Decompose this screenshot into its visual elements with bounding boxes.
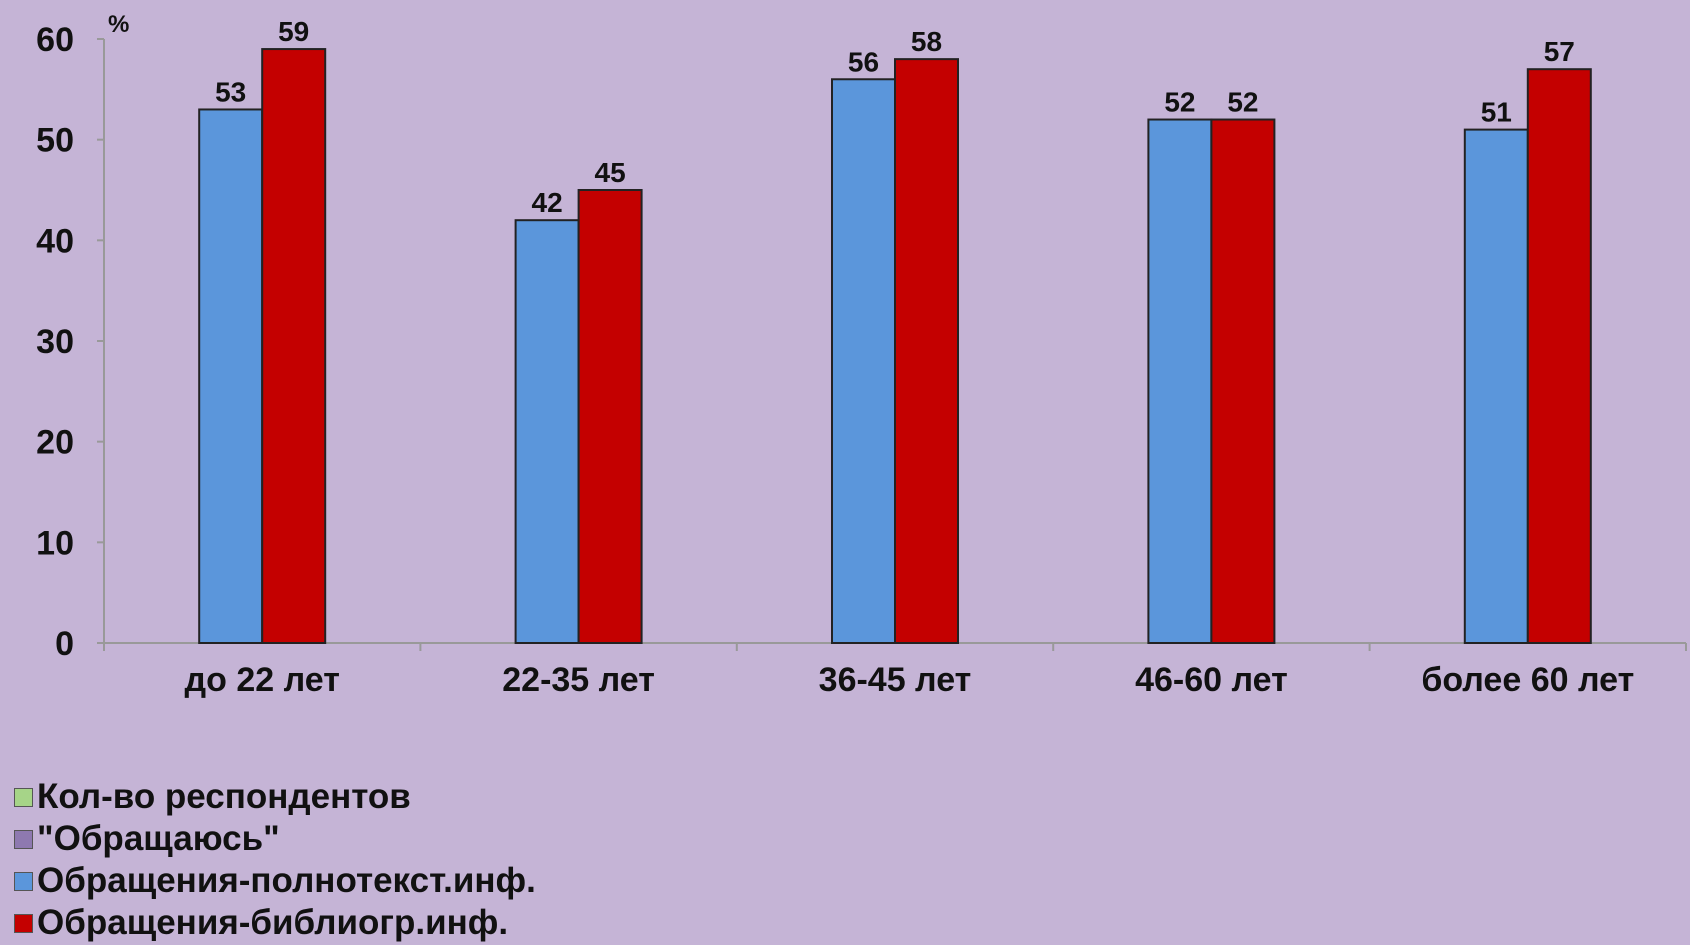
bar-value-label: 53: [215, 76, 246, 107]
y-tick-label: 10: [36, 524, 74, 562]
y-axis: 0 10 20 30 40 50 60: [36, 21, 105, 663]
bar: [894, 58, 959, 644]
x-category-label: 36-45 лет: [819, 661, 972, 699]
data-labels: 53 59 42 45 56 58 52 52 51 57: [215, 16, 1575, 218]
bar-value-label: 52: [1227, 87, 1258, 118]
legend: Кол-во респондентов "Обращаюсь" Обращения-…: [14, 776, 536, 944]
bar-value-label: 58: [911, 26, 942, 57]
legend-swatch: [14, 871, 33, 891]
bar-value-label: 51: [1481, 97, 1512, 128]
y-tick-label: 30: [36, 323, 74, 361]
bar: [198, 108, 264, 644]
bar-value-label: 52: [1164, 87, 1195, 118]
legend-label: Обращения-библиогр.инф.: [37, 903, 509, 942]
bar: [831, 78, 896, 645]
bar: [1463, 128, 1529, 645]
bar: [1210, 118, 1276, 645]
legend-label: "Обращаюсь": [37, 819, 280, 858]
bars: [198, 48, 1592, 645]
legend-item: "Обращаюсь": [14, 818, 536, 860]
legend-label: Кол-во респондентов: [37, 777, 411, 816]
x-axis: до 22 лет 22-35 лет 36-45 лет 46-60 лет боле…: [103, 642, 1687, 699]
legend-label: Обращения-полнотекст.инф.: [37, 861, 536, 900]
bar: [261, 48, 327, 645]
x-category-label: более 60 лет: [1421, 661, 1634, 699]
legend-item: Кол-во респондентов: [14, 776, 536, 818]
bar-value-label: 57: [1544, 36, 1575, 67]
legend-item: Обращения-полнотекст.инф.: [14, 860, 536, 902]
bar-value-label: 42: [532, 187, 563, 218]
y-axis-unit-label: %: [108, 11, 129, 38]
y-tick-label: 60: [36, 21, 74, 59]
bar: [577, 189, 643, 644]
bar-chart: 0 10 20 30 40 50 60 до 22 лет 22-35 лет 36-45 ле…: [36, 11, 1687, 699]
bar: [1526, 68, 1592, 644]
x-category-label: до 22 лет: [185, 661, 340, 699]
legend-swatch: [14, 829, 33, 849]
x-category-label: 46-60 лет: [1135, 661, 1288, 699]
bar-value-label: 45: [595, 157, 626, 188]
bar: [1147, 118, 1213, 645]
legend-item: Обращения-библиогр.инф.: [14, 902, 536, 944]
bar: [514, 219, 580, 644]
y-tick-label: 40: [36, 222, 74, 260]
legend-swatch: [14, 913, 33, 933]
bar-value-label: 56: [848, 46, 879, 77]
y-tick-label: 50: [36, 122, 74, 160]
legend-swatch: [14, 787, 33, 807]
y-tick-label: 20: [36, 424, 74, 462]
x-category-label: 22-35 лет: [502, 661, 655, 699]
bar-value-label: 59: [278, 16, 309, 47]
y-tick-label: 0: [55, 625, 74, 663]
